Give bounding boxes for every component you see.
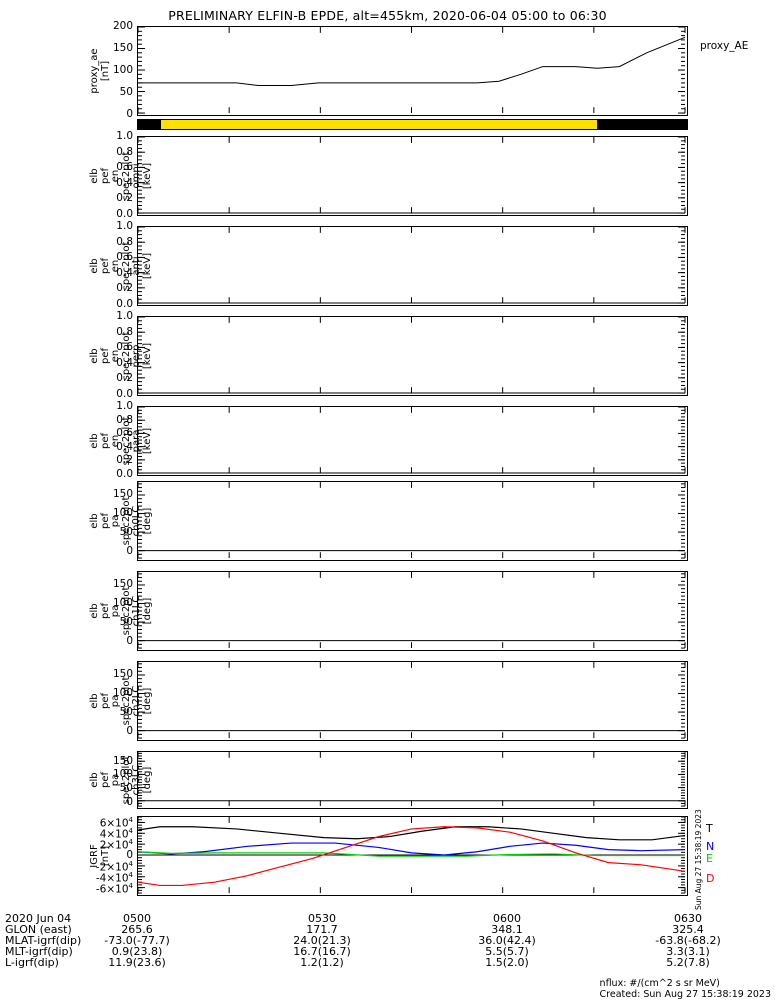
y-axis-label-line: pa (110, 694, 121, 708)
y-axis-label-line: [deg] (141, 597, 153, 625)
igrf-legend-N: N (706, 840, 715, 853)
footer-cell-mlat: 36.0(42.4) (478, 934, 536, 947)
y-axis-label-line: elb (89, 348, 100, 364)
footer-cell-glon: 348.1 (491, 923, 523, 936)
y-axis-label-line: [nT] (99, 845, 111, 867)
y-axis-label-pef-en-omni: elb pef en spec2plot omni [keV] (89, 136, 153, 216)
footer-cell-time: 0600 (493, 912, 521, 925)
y-axis-label-line: proxy_ae (89, 48, 100, 94)
y-axis-label-line: [deg] (141, 687, 153, 715)
color-bar-segment (137, 120, 162, 129)
footer-cell-l: 11.9(23.6) (108, 956, 166, 969)
igrf-legend-E: E (706, 852, 713, 865)
footer-row-label: MLAT-igrf(dip) (5, 934, 82, 947)
footer-cell-glon: 171.7 (306, 923, 338, 936)
y-axis-label-line: elb (89, 772, 100, 788)
y-axis-label-line: elb (89, 258, 100, 274)
panel-pef-pa-ch1lc (137, 571, 688, 651)
page-title: PRELIMINARY ELFIN-B EPDE, alt=455km, 202… (168, 8, 607, 23)
y-axis-label-line: elb (89, 433, 100, 449)
y-axis-label-line: [keV] (141, 252, 153, 280)
y-axis-label-pef-en-anti: elb pef en spec2plot anti [keV] (89, 226, 153, 306)
y-axis-label-line: ch2LC (131, 685, 142, 717)
footer-cell-l: 1.2(1.2) (300, 956, 344, 969)
legend-proxy-ae: proxy_AE (700, 40, 749, 52)
y-axis-label-line: [keV] (141, 427, 153, 455)
y-axis-label-line: [deg] (141, 507, 153, 535)
y-axis-label-line: en (110, 349, 121, 363)
y-axis-label-line: pa (110, 604, 121, 618)
nflux-units: nflux: #/(cm^2 s sr MeV) (599, 978, 720, 989)
nflux-color-bar (137, 119, 688, 130)
panel-pef-en-anti (137, 226, 688, 306)
y-axis-label-line: ch3LC (131, 764, 142, 796)
y-axis-label-line: en (110, 169, 121, 183)
y-axis-label-pef-pa-ch0lc: elb pef pa spec2plot ch0LC [deg] (89, 481, 153, 561)
y-axis-label-pef-pa-ch2lc: elb pef pa spec2plot ch2LC [deg] (89, 661, 153, 741)
y-axis-label-line: IGRF (89, 844, 100, 868)
y-axis-label-line: en (110, 259, 121, 273)
y-axis-label-line: [deg] (141, 766, 153, 794)
y-axis-label-pef-en-perp: elb pef en spec2plot perp [keV] (89, 316, 153, 396)
y-axis-label-line: [nT] (99, 60, 111, 82)
y-axis-label-line: [keV] (141, 342, 153, 370)
panel-pef-pa-ch3lc (137, 751, 688, 809)
y-axis-label-igrf: IGRF [nT] (89, 816, 111, 896)
footer-row-label: GLON (east) (5, 923, 72, 936)
panel-igrf (137, 816, 688, 896)
panel-pef-pa-ch2lc (137, 661, 688, 741)
footer-cell-mlt: 16.7(16.7) (293, 945, 351, 958)
color-bar-segment (161, 120, 598, 129)
footer-cell-mlt: 3.3(3.1) (666, 945, 710, 958)
y-axis-label-line: elb (89, 603, 100, 619)
footer-cell-mlat: -73.0(-77.7) (104, 934, 170, 947)
footer-cell-mlat: -63.8(-68.2) (655, 934, 721, 947)
y-axis-label-line: anti (131, 256, 142, 276)
y-axis-label-line: en (110, 434, 121, 448)
panel-pef-pa-ch0lc (137, 481, 688, 561)
footer-cell-glon: 325.4 (672, 923, 704, 936)
footer-cell-mlat: 24.0(21.3) (293, 934, 351, 947)
footer-cell-glon: 265.6 (121, 923, 153, 936)
vertical-timestamp: Sun Aug 27 15:38:19 2023 (694, 809, 703, 910)
y-axis-label-line: pa (110, 773, 121, 787)
igrf-legend-D: D (706, 872, 715, 885)
footer-cell-l: 5.2(7.8) (666, 956, 710, 969)
y-axis-label-line: elb (89, 693, 100, 709)
y-axis-label-line: ch0LC (131, 505, 142, 537)
y-axis-label-line: elb (89, 513, 100, 529)
y-axis-label-line: para (131, 429, 142, 453)
footer-cell-time: 0530 (308, 912, 336, 925)
footer-row-label: MLT-igrf(dip) (5, 945, 73, 958)
y-axis-label-pef-pa-ch3lc: elb pef pa spec2plot ch3LC [deg] (89, 751, 153, 809)
creation-note: nflux: #/(cm^2 s sr MeV) Created: Sun Au… (600, 978, 771, 1000)
panel-pef-en-perp (137, 316, 688, 396)
y-axis-label-pef-pa-ch1lc: elb pef pa spec2plot ch1LC [deg] (89, 571, 153, 651)
y-axis-label-line: [keV] (141, 162, 153, 190)
panel-pef-en-para (137, 406, 688, 476)
y-axis-label-line: ch1LC (131, 595, 142, 627)
created-text: Created: Sun Aug 27 15:38:19 2023 (599, 989, 771, 1000)
footer-cell-time: 0500 (123, 912, 151, 925)
color-bar-segment (597, 120, 688, 129)
panel-proxy-ae (137, 26, 688, 116)
footer-cell-mlt: 5.5(5.7) (485, 945, 529, 958)
footer-cell-time: 0630 (674, 912, 702, 925)
y-axis-label-line: omni (131, 163, 142, 189)
y-axis-label-line: pa (110, 514, 121, 528)
footer-cell-mlt: 0.9(23.8) (111, 945, 163, 958)
y-axis-label-pef-en-para: elb pef en spec2plot para [keV] (89, 406, 153, 476)
y-axis-label-line: elb (89, 168, 100, 184)
igrf-legend-T: T (706, 822, 713, 835)
footer-cell-l: 1.5(2.0) (485, 956, 529, 969)
y-axis-label-proxy-ae: proxy_ae [nT] (89, 26, 111, 116)
footer-row-label: L-igrf(dip) (5, 956, 59, 969)
panel-pef-en-omni (137, 136, 688, 216)
y-axis-label-line: perp (131, 344, 142, 368)
footer-row-label: 2020 Jun 04 (5, 912, 72, 925)
